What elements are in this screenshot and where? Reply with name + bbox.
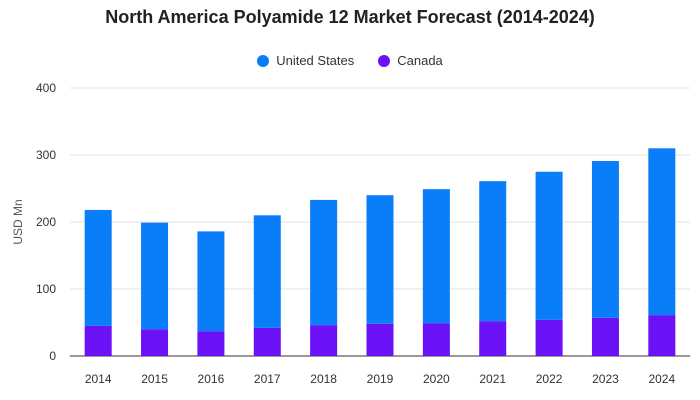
bar-united-states-2015 — [141, 222, 169, 330]
x-tick-label-2018: 2018 — [310, 372, 337, 386]
bar-united-states-2017 — [253, 215, 281, 328]
bar-canada-2016 — [197, 331, 225, 356]
bar-canada-2021 — [479, 321, 507, 356]
y-tick-label-300: 300 — [36, 148, 56, 162]
x-tick-label-2014: 2014 — [85, 372, 112, 386]
bar-united-states-2022 — [535, 171, 563, 320]
y-tick-label-100: 100 — [36, 282, 56, 296]
bar-canada-2020 — [422, 323, 450, 356]
bar-united-states-2021 — [479, 181, 507, 322]
bar-united-states-2019 — [366, 195, 394, 324]
bar-united-states-2014 — [84, 209, 112, 326]
y-tick-label-0: 0 — [49, 349, 56, 363]
bar-united-states-2020 — [422, 189, 450, 324]
bar-canada-2018 — [310, 325, 338, 356]
x-tick-label-2020: 2020 — [423, 372, 450, 386]
bar-united-states-2023 — [591, 161, 619, 318]
bar-canada-2014 — [84, 325, 112, 356]
legend-marker-canada — [378, 54, 391, 67]
legend: United States Canada — [0, 53, 700, 68]
x-tick-label-2024: 2024 — [648, 372, 675, 386]
legend-marker-united-states — [257, 54, 270, 67]
bar-united-states-2018 — [310, 199, 338, 326]
y-tick-label-200: 200 — [36, 215, 56, 229]
x-tick-label-2019: 2019 — [367, 372, 394, 386]
bar-canada-2017 — [253, 327, 281, 356]
x-tick-label-2016: 2016 — [198, 372, 225, 386]
bar-canada-2024 — [648, 315, 676, 356]
legend-item-canada[interactable]: Canada — [378, 53, 443, 68]
x-tick-label-2021: 2021 — [479, 372, 506, 386]
x-tick-label-2017: 2017 — [254, 372, 281, 386]
bar-canada-2023 — [591, 317, 619, 356]
legend-label-canada: Canada — [397, 53, 443, 68]
x-tick-label-2023: 2023 — [592, 372, 619, 386]
y-tick-label-400: 400 — [36, 81, 56, 95]
bar-united-states-2016 — [197, 231, 225, 332]
bar-united-states-2024 — [648, 148, 676, 316]
chart-title: North America Polyamide 12 Market Foreca… — [105, 7, 595, 27]
x-tick-label-2022: 2022 — [536, 372, 563, 386]
legend-label-united-states: United States — [276, 53, 355, 68]
bar-canada-2022 — [535, 319, 563, 356]
bar-canada-2015 — [141, 329, 169, 356]
bar-canada-2019 — [366, 323, 394, 356]
legend-item-united-states[interactable]: United States — [257, 53, 354, 68]
x-tick-label-2015: 2015 — [141, 372, 168, 386]
y-axis-title: USD Mn — [11, 199, 25, 244]
